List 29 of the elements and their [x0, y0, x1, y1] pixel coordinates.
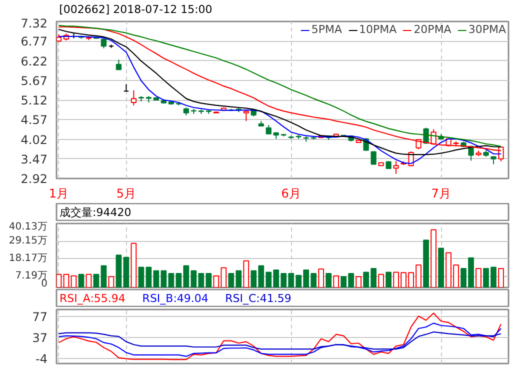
text: RSI_C:41.59	[225, 292, 292, 305]
x-tick-label: 5月	[116, 186, 136, 200]
y-tick-label: 3.47	[20, 152, 48, 166]
chart-title: 成交量:94420	[60, 206, 132, 219]
legend-label: 10PMA	[359, 23, 397, 36]
text: RSI_B:49.04	[142, 292, 208, 305]
y-tick-label: 37	[32, 330, 48, 345]
y-tick-label: 6.22	[20, 54, 48, 68]
y-tick-label: 18.17万	[8, 253, 48, 264]
x-tick-label: 7月	[431, 186, 451, 200]
legend-label: 30PMA	[468, 23, 506, 36]
y-tick-label: 40.13万	[8, 222, 48, 232]
x-tick-label: 1月	[48, 186, 69, 200]
y-tick-label: 5.12	[20, 94, 48, 108]
y-tick-label: 2.92	[20, 172, 48, 186]
y-tick-label: 6.77	[20, 34, 48, 49]
y-tick-label: 4.57	[20, 113, 48, 128]
legend-label: 5PMA	[311, 23, 342, 36]
legend-label: 20PMA	[414, 23, 452, 36]
y-tick-label: 5.67	[20, 74, 48, 88]
text: RSI_A:55.94	[60, 292, 126, 305]
y-tick-label: 7.32	[20, 16, 48, 30]
y-tick-label: 77	[32, 310, 48, 324]
chart-title: [002662] 2018-07-12 15:00	[59, 3, 212, 16]
y-tick-label: -4	[36, 352, 48, 365]
y-tick-label: 4.02	[20, 132, 48, 147]
x-tick-label: 6月	[281, 186, 301, 200]
y-tick-label: 0	[41, 278, 48, 290]
y-tick-label: 29.15万	[8, 236, 48, 247]
